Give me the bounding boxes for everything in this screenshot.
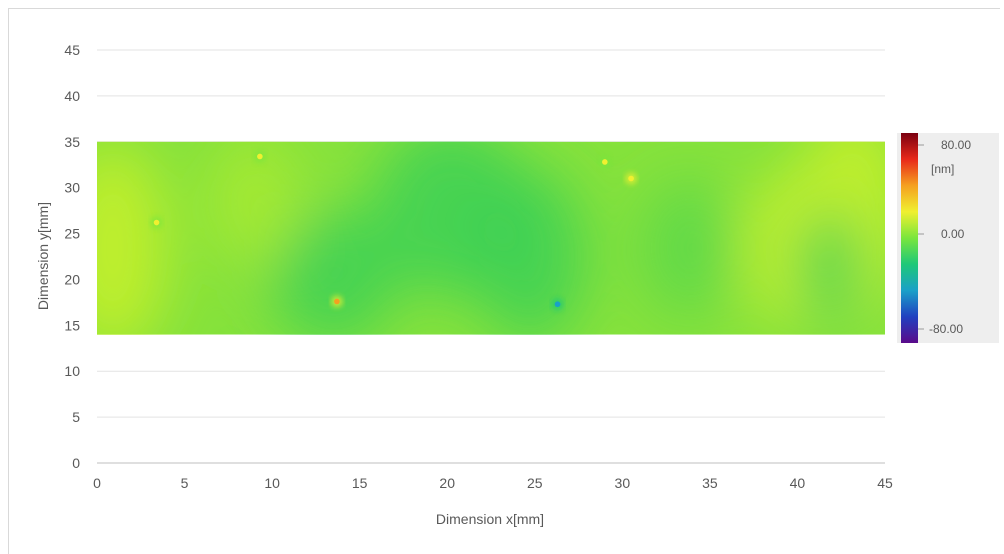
feature-1 xyxy=(554,301,561,308)
colorbar-label--80.00: -80.00 xyxy=(929,322,963,336)
x-tick-labels: 0 5 10 15 20 25 30 35 40 45 xyxy=(93,475,893,491)
x-tick-label-40: 40 xyxy=(790,475,806,491)
heatmap-patch-0 xyxy=(97,141,168,335)
colorbar-ticks: 80.00 0.00 -80.00 xyxy=(918,138,971,336)
feature-0 xyxy=(334,298,340,305)
y-tick-label-20: 20 xyxy=(64,271,80,287)
x-tick-label-25: 25 xyxy=(527,475,543,491)
heatmap-patch-4 xyxy=(270,209,397,335)
x-tick-label-20: 20 xyxy=(439,475,455,491)
feature-3 xyxy=(628,175,634,182)
y-tick-label-10: 10 xyxy=(64,363,80,379)
heatmap-variation xyxy=(97,141,885,335)
y-tick-labels: 0 5 10 15 20 25 30 35 40 45 xyxy=(64,42,80,471)
heatmap-patch-8 xyxy=(207,141,302,268)
colorbar-scale xyxy=(901,133,918,343)
chart-frame xyxy=(8,8,1000,554)
y-tick-label-0: 0 xyxy=(72,455,80,471)
y-tick-label-15: 15 xyxy=(64,317,80,333)
y-tick-label-40: 40 xyxy=(64,88,80,104)
heatmap-surface xyxy=(97,141,885,335)
feature-4 xyxy=(153,219,160,226)
x-tick-label-15: 15 xyxy=(352,475,368,491)
colorbar-unit: [nm] xyxy=(931,162,954,176)
feature-5 xyxy=(257,153,263,160)
y-tick-label-5: 5 xyxy=(72,409,80,425)
colorbar: 80.00 0.00 -80.00 [nm] xyxy=(897,133,999,343)
x-tick-label-5: 5 xyxy=(181,475,189,491)
surface-features xyxy=(150,150,638,311)
y-tick-label-30: 30 xyxy=(64,180,80,196)
x-axis-title: Dimension x[mm] xyxy=(436,511,544,527)
colorbar-label-0.00: 0.00 xyxy=(941,227,965,241)
feature-2 xyxy=(602,159,608,165)
heatmap-patch-6 xyxy=(798,209,862,325)
y-tick-label-35: 35 xyxy=(64,134,80,150)
y-tick-label-25: 25 xyxy=(64,226,80,242)
x-tick-label-30: 30 xyxy=(615,475,631,491)
colorbar-label-80.00: 80.00 xyxy=(941,138,971,152)
heatmap-patch-5 xyxy=(475,170,586,335)
x-tick-label-10: 10 xyxy=(264,475,280,491)
x-tick-label-0: 0 xyxy=(93,475,101,491)
x-tick-label-35: 35 xyxy=(702,475,718,491)
heatmap-patch-7 xyxy=(640,180,736,316)
y-tick-label-45: 45 xyxy=(64,42,80,58)
x-tick-label-45: 45 xyxy=(877,475,893,491)
y-axis-title: Dimension y[mm] xyxy=(35,202,51,310)
